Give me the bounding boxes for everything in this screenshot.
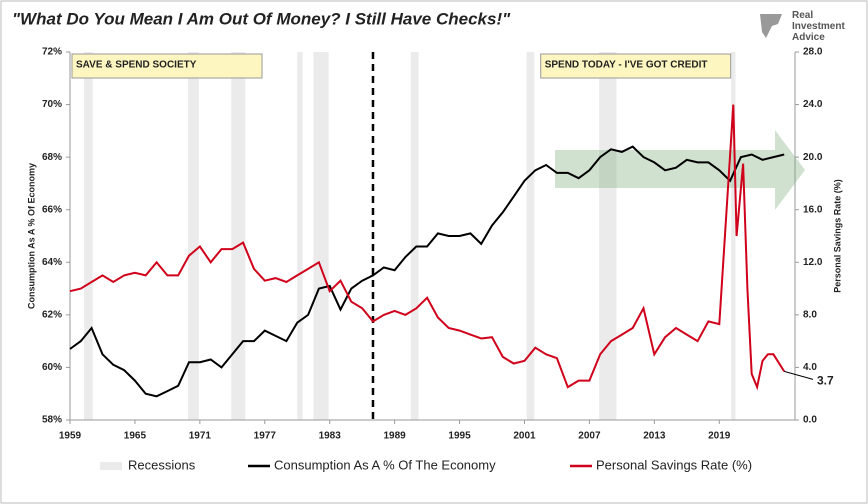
annotation-text: SAVE & SPEND SOCIETY [76,60,197,71]
y-tick-label: 66% [42,204,62,215]
end-label: 3.7 [817,374,834,388]
y-tick-label: 58% [42,415,62,426]
recession-band [84,52,93,420]
recession-band [410,52,419,420]
legend-label: Personal Savings Rate (%) [596,457,752,472]
x-tick-label: 2001 [513,431,536,442]
x-tick-label: 1983 [319,431,342,442]
x-tick-label: 2019 [708,431,731,442]
x-tick-label: 2007 [578,431,601,442]
recession-band [599,52,617,420]
x-tick-label: 1977 [254,431,277,442]
recession-band [526,52,535,420]
recession-band [231,52,246,420]
y2-tick-label: 28.0 [803,47,823,58]
y-tick-label: 68% [42,152,62,163]
y2-tick-label: 12.0 [803,257,823,268]
logo-icon [760,14,782,38]
y-tick-label: 64% [42,257,62,268]
logo: Real Investment Advice [792,10,845,43]
logo-text: Real Investment Advice [792,10,845,43]
chart-title: "What Do You Mean I Am Out Of Money? I S… [12,9,511,28]
legend-swatch [100,462,122,470]
y2-tick-label: 4.0 [803,362,817,373]
y-tick-label: 62% [42,309,62,320]
annotation-box [71,53,263,79]
legend-label: Consumption As A % Of The Economy [274,457,496,472]
recession-band [187,52,199,420]
x-tick-label: 1959 [59,431,82,442]
y2-tick-label: 20.0 [803,152,823,163]
annotation-box [540,53,732,79]
y2-tick-label: 8.0 [803,309,817,320]
y-tick-label: 72% [42,47,62,58]
recession-band [731,52,736,420]
x-tick-label: 1965 [124,431,147,442]
series-line [69,104,786,391]
legend-label: Recessions [128,457,196,472]
x-tick-label: 1989 [384,431,407,442]
y-tick-label: 70% [42,99,62,110]
y2-tick-label: 24.0 [803,99,823,110]
x-tick-label: 1995 [448,431,471,442]
y2-tick-label: 16.0 [803,204,823,215]
y2-tick-label: 0.0 [803,415,817,426]
series-line [69,145,785,398]
y-tick-label: 60% [42,362,62,373]
y2-axis-label: Personal Savings Rate (%) [832,179,842,293]
recession-band [313,52,329,420]
x-tick-label: 2013 [643,431,666,442]
recession-band [297,52,303,420]
end-label-leader [784,370,814,380]
x-tick-label: 1971 [189,431,212,442]
annotation-text: SPEND TODAY - I'VE GOT CREDIT [545,60,708,71]
y-axis-label: Consumption As A % Of Economy [26,163,36,309]
